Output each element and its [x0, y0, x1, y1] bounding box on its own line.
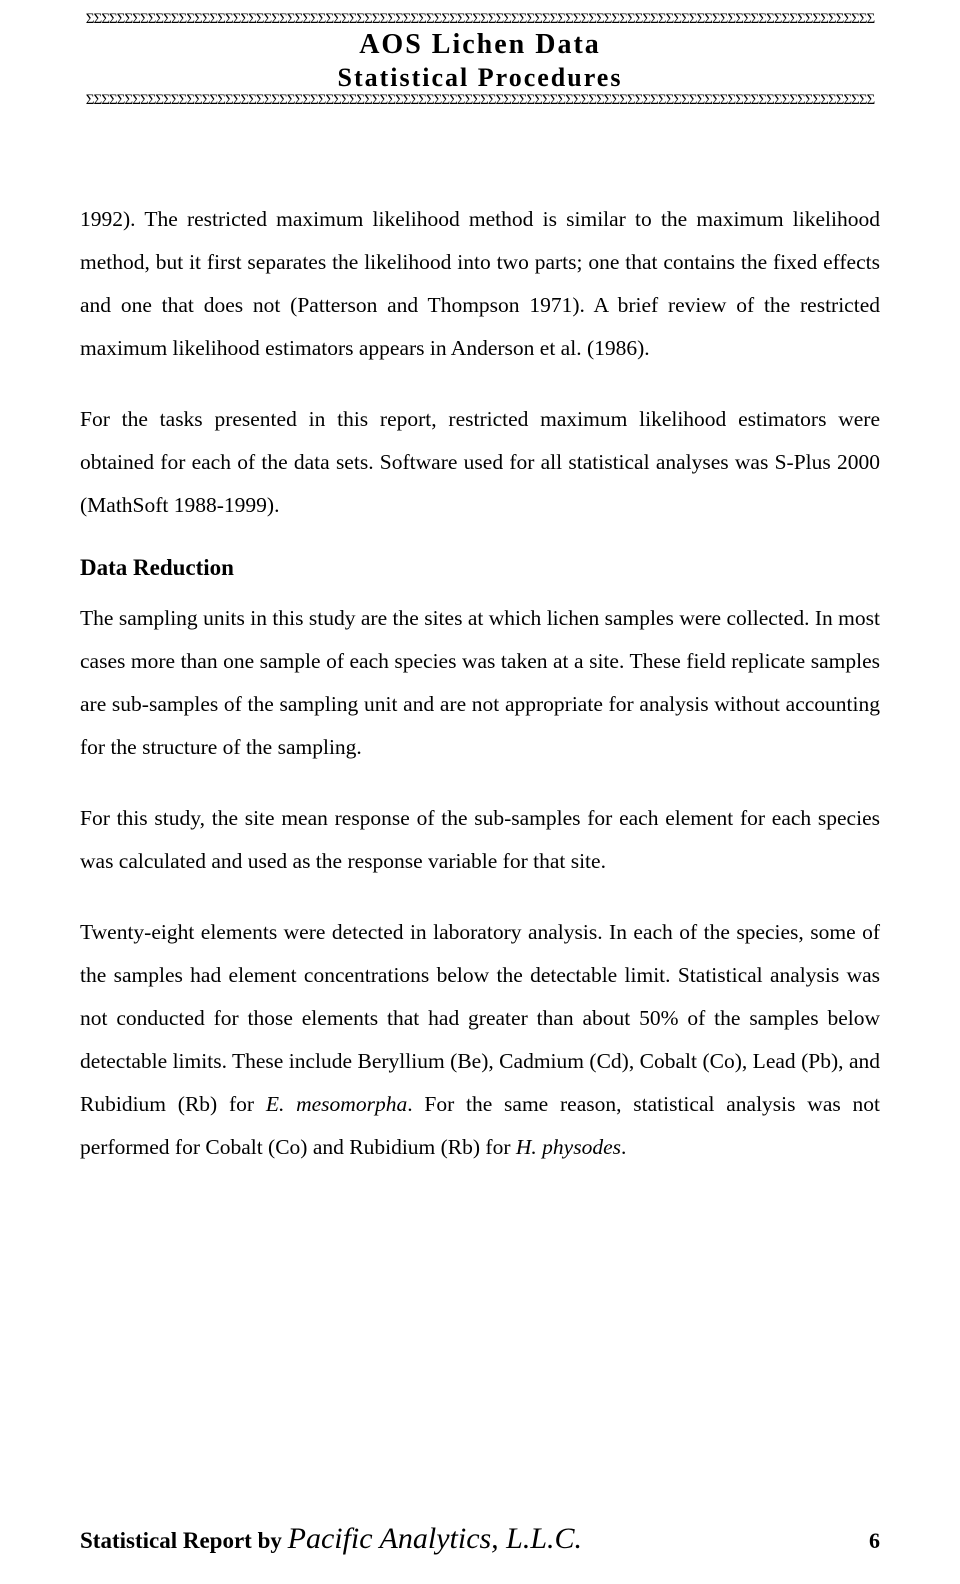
para5-species-1: E. mesomorpha: [266, 1092, 407, 1116]
sigma-border-top: ΣΣΣΣΣΣΣΣΣΣΣΣΣΣΣΣΣΣΣΣΣΣΣΣΣΣΣΣΣΣΣΣΣΣΣΣΣΣΣΣ…: [80, 12, 880, 27]
paragraph-4: For this study, the site mean response o…: [80, 797, 880, 883]
doc-title-line2: Statistical Procedures: [80, 63, 880, 93]
sigma-border-bottom: ΣΣΣΣΣΣΣΣΣΣΣΣΣΣΣΣΣΣΣΣΣΣΣΣΣΣΣΣΣΣΣΣΣΣΣΣΣΣΣΣ…: [80, 93, 880, 108]
para5-text-1: Twenty-eight elements were detected in l…: [80, 920, 880, 1116]
page-number: 6: [869, 1528, 880, 1554]
paragraph-5: Twenty-eight elements were detected in l…: [80, 911, 880, 1169]
paragraph-2: For the tasks presented in this report, …: [80, 398, 880, 527]
doc-title-line1: AOS Lichen Data: [80, 29, 880, 61]
section-heading-data-reduction: Data Reduction: [80, 555, 880, 581]
paragraph-1: 1992). The restricted maximum likelihood…: [80, 198, 880, 370]
para5-species-2: H. physodes: [516, 1135, 621, 1159]
paragraph-3: The sampling units in this study are the…: [80, 597, 880, 769]
footer-report-label: Statistical Report by: [80, 1528, 288, 1553]
footer: Statistical Report by Pacific Analytics,…: [80, 1522, 880, 1556]
footer-company-name: Pacific Analytics, L.L.C.: [288, 1522, 582, 1555]
para5-text-3: .: [621, 1135, 626, 1159]
